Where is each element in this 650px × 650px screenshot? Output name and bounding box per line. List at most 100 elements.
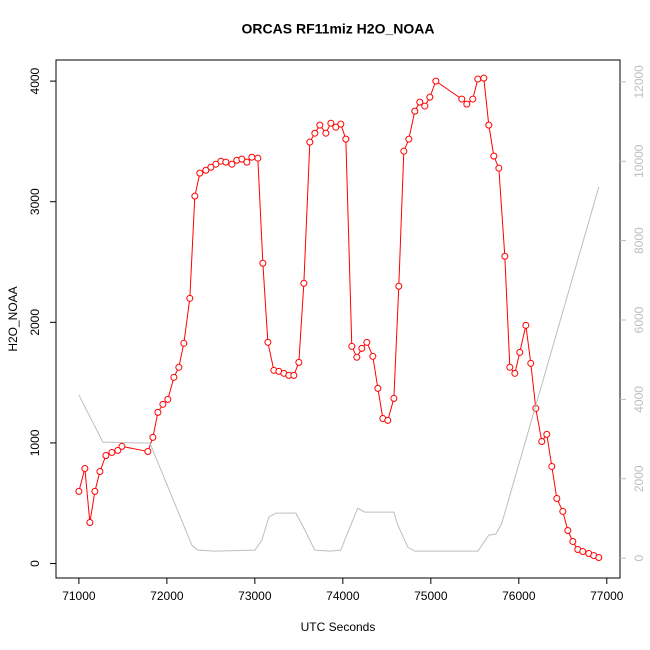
data-point xyxy=(306,138,314,146)
data-point xyxy=(75,487,83,495)
data-point xyxy=(322,129,330,137)
data-point xyxy=(474,75,482,83)
data-point xyxy=(300,279,308,287)
data-point xyxy=(527,359,535,367)
y-tick-label: 3000 xyxy=(28,188,42,215)
data-point xyxy=(170,373,178,381)
data-point xyxy=(480,74,488,82)
data-point xyxy=(238,155,246,163)
data-point xyxy=(290,371,298,379)
y-axis-label: H2O_NOAA xyxy=(6,286,20,351)
data-point xyxy=(353,353,361,361)
data-point xyxy=(311,129,319,137)
data-point xyxy=(332,123,340,131)
x-axis-label: UTC Seconds xyxy=(301,620,376,634)
data-point xyxy=(416,98,424,106)
data-point xyxy=(369,352,377,360)
data-point xyxy=(154,408,162,416)
data-point xyxy=(458,95,466,103)
data-point xyxy=(144,447,152,455)
data-point xyxy=(327,119,335,127)
data-point xyxy=(243,158,251,166)
data-point xyxy=(463,100,471,108)
data-point xyxy=(522,321,530,329)
data-point xyxy=(264,338,272,346)
x-tick-label: 77000 xyxy=(590,589,624,603)
data-point xyxy=(595,553,603,561)
data-point xyxy=(180,339,188,347)
data-point xyxy=(164,395,172,403)
data-point xyxy=(295,358,303,366)
y2-tick-label: 10000 xyxy=(632,144,646,178)
x-tick-label: 74000 xyxy=(326,589,360,603)
data-point xyxy=(411,107,419,115)
data-point xyxy=(175,363,183,371)
data-point xyxy=(149,433,157,441)
data-point xyxy=(96,468,104,476)
y2-tick-label: 8000 xyxy=(632,227,646,254)
plot-frame xyxy=(55,59,621,579)
data-point xyxy=(102,451,110,459)
y2-tick-label: 2000 xyxy=(632,465,646,492)
data-point xyxy=(191,192,199,200)
data-point xyxy=(390,394,398,402)
data-point xyxy=(548,462,556,470)
chart-title: ORCAS RF11miz H2O_NOAA xyxy=(242,21,435,37)
data-point xyxy=(495,164,503,172)
data-point xyxy=(516,348,524,356)
data-point xyxy=(248,153,256,161)
data-point xyxy=(564,526,572,534)
data-point xyxy=(212,160,220,168)
data-point xyxy=(506,363,514,371)
data-point xyxy=(538,437,546,445)
y-tick-label: 4000 xyxy=(28,67,42,94)
data-point xyxy=(337,120,345,128)
data-point xyxy=(108,448,116,456)
data-point xyxy=(400,147,408,155)
data-point xyxy=(553,495,561,503)
data-point xyxy=(485,121,493,129)
data-point xyxy=(543,430,551,438)
x-tick-label: 71000 xyxy=(62,589,96,603)
y-tick-label: 0 xyxy=(28,560,42,567)
data-point xyxy=(579,547,587,555)
data-point xyxy=(374,384,382,392)
data-point xyxy=(348,342,356,350)
y2-tick-label: 6000 xyxy=(632,306,646,333)
data-point xyxy=(342,135,350,143)
data-point xyxy=(363,338,371,346)
data-point xyxy=(395,282,403,290)
data-point xyxy=(421,102,429,110)
x-tick-label: 73000 xyxy=(238,589,272,603)
data-point xyxy=(490,152,498,160)
data-point xyxy=(384,416,392,424)
data-point xyxy=(501,252,509,260)
data-point xyxy=(159,400,167,408)
data-point xyxy=(405,135,413,143)
data-point xyxy=(559,507,567,515)
data-point xyxy=(569,537,577,545)
y2-tick-label: 0 xyxy=(632,554,646,561)
data-point xyxy=(91,487,99,495)
data-point xyxy=(259,259,267,267)
data-point xyxy=(511,369,519,377)
x-tick-label: 76000 xyxy=(502,589,536,603)
data-point xyxy=(222,158,230,166)
data-point xyxy=(228,160,236,168)
y-tick-label: 1000 xyxy=(28,429,42,456)
data-point xyxy=(316,121,324,129)
y2-tick-label: 4000 xyxy=(632,386,646,413)
data-point xyxy=(469,95,477,103)
data-point xyxy=(196,169,204,177)
data-point xyxy=(118,442,126,450)
data-point xyxy=(207,163,215,171)
data-point xyxy=(254,154,262,162)
data-point xyxy=(81,464,89,472)
y-tick-label: 2000 xyxy=(28,309,42,336)
data-point xyxy=(358,344,366,352)
y2-tick-label: 12000 xyxy=(632,65,646,99)
data-point xyxy=(114,446,122,454)
